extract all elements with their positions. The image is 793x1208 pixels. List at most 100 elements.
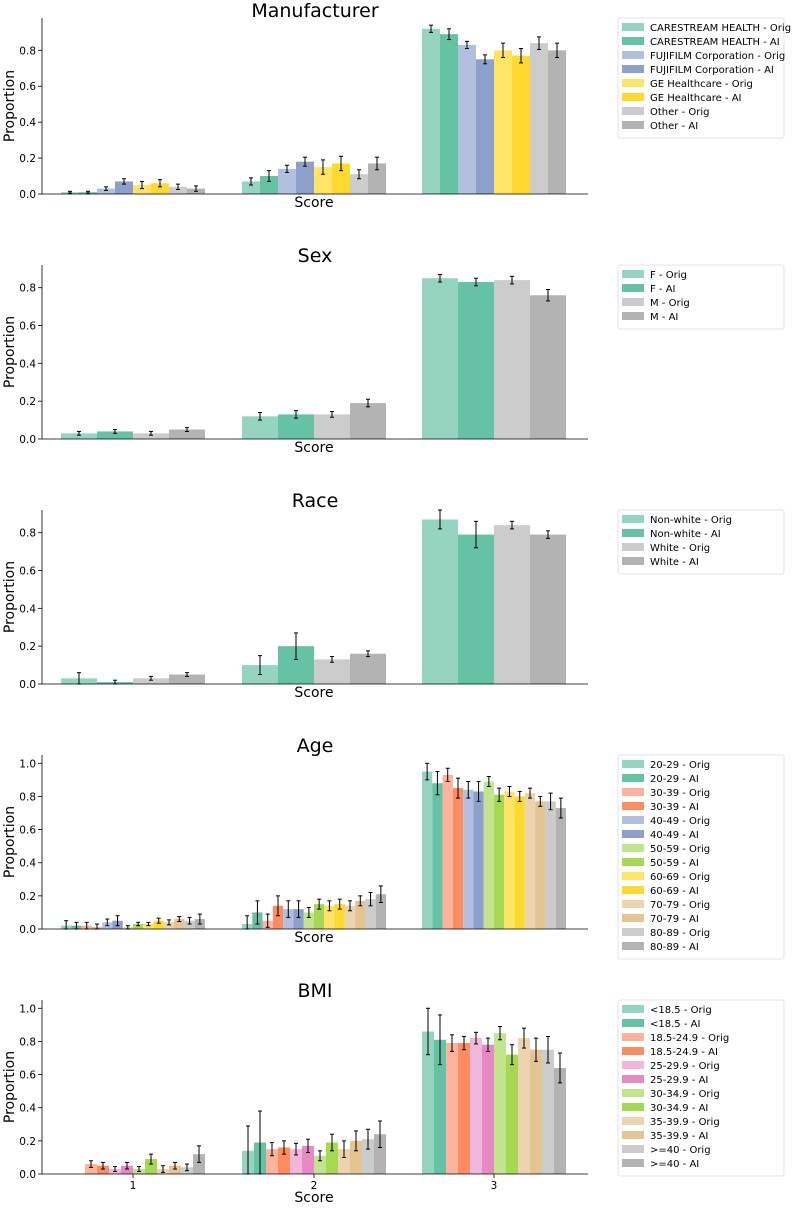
bar <box>85 1164 97 1174</box>
bar <box>494 525 530 684</box>
bar <box>518 1038 530 1174</box>
legend-swatch <box>622 872 644 880</box>
bar <box>133 924 144 929</box>
legend-swatch <box>622 1047 644 1055</box>
chart-title: Sex <box>298 245 333 267</box>
y-tick-label: 1.0 <box>19 1003 36 1015</box>
bar <box>97 431 133 439</box>
y-tick-label: 0.6 <box>19 825 36 837</box>
legend-swatch <box>622 788 644 796</box>
bar <box>482 1044 494 1174</box>
legend-entry: 25-29.9 - Orig <box>650 1061 720 1072</box>
legend-swatch <box>622 284 644 292</box>
legend-frame <box>617 509 785 575</box>
bar <box>193 1154 205 1174</box>
legend-entry: 70-79 - AI <box>650 914 699 925</box>
bar <box>375 894 386 929</box>
bar <box>452 788 464 929</box>
bar <box>326 1142 338 1174</box>
x-axis-label: Score <box>294 930 333 946</box>
bar <box>442 774 453 929</box>
legend-swatch <box>622 830 644 838</box>
legend-swatch <box>622 928 644 936</box>
legend-swatch <box>622 51 644 59</box>
legend-frame <box>617 17 785 139</box>
legend-entry: 80-89 - Orig <box>650 928 710 939</box>
bar <box>314 659 350 684</box>
bar <box>332 163 350 194</box>
legend-swatch <box>622 93 644 101</box>
legend: 20-29 - Orig 20-29 - AI 30-39 - Orig 30-39 … <box>617 754 785 960</box>
y-tick-label: 0.6 <box>19 1070 36 1082</box>
bar <box>314 414 350 439</box>
bar <box>302 1145 314 1174</box>
legend-frame <box>617 999 785 1177</box>
y-tick-label: 0.2 <box>19 1136 36 1148</box>
y-tick-label: 0.8 <box>19 45 36 57</box>
legend-entry: M - Orig <box>650 298 690 309</box>
legend-entry: F - Orig <box>650 270 687 281</box>
y-axis-label: Proportion <box>2 806 18 878</box>
bar <box>473 791 484 929</box>
bar <box>365 899 376 929</box>
bar <box>440 34 458 194</box>
legend-entry: 60-69 - AI <box>650 886 699 897</box>
legend: <18.5 - Orig <18.5 - AI 18.5-24.9 - Orig 18… <box>617 999 785 1177</box>
bar <box>266 1149 278 1174</box>
bar <box>184 920 195 929</box>
bar <box>133 433 169 439</box>
legend-entry: 80-89 - AI <box>650 942 699 953</box>
legend-swatch <box>622 65 644 73</box>
chart-age: Age Proportion 0.0 0.2 0.4 0.6 0.8 1.0 Score 20-2… <box>2 735 785 960</box>
bar <box>555 808 566 929</box>
legend-swatch <box>622 914 644 922</box>
bar <box>61 433 97 439</box>
bar <box>446 1043 458 1174</box>
bar <box>121 1165 133 1174</box>
legend-swatch <box>622 1061 644 1069</box>
bar <box>296 161 314 194</box>
legend-swatch <box>622 900 644 908</box>
legend-swatch <box>622 107 644 115</box>
legend-entry: <18.5 - Orig <box>650 1005 712 1016</box>
bar <box>494 280 530 439</box>
bar <box>458 44 476 194</box>
bar <box>470 1038 482 1174</box>
legend-entry: GE Healthcare - Orig <box>650 79 753 90</box>
bar <box>169 429 205 439</box>
y-tick-label: 0.8 <box>19 283 36 295</box>
y-tick-label: 0.4 <box>19 858 36 870</box>
bar <box>512 55 530 194</box>
legend-entry: 50-59 - Orig <box>650 844 710 855</box>
legend-entry: Other - Orig <box>650 107 709 118</box>
y-tick-label: 0.0 <box>19 1169 36 1181</box>
legend-swatch <box>622 1117 644 1125</box>
bar <box>151 183 169 194</box>
legend-swatch <box>622 1145 644 1153</box>
bar <box>303 912 314 929</box>
legend-entry: 70-79 - Orig <box>650 900 710 911</box>
bar <box>242 416 278 439</box>
legend-entry: GE Healthcare - AI <box>650 93 742 104</box>
bar <box>97 188 115 194</box>
bar <box>494 50 512 194</box>
legend-entry: 35-39.9 - AI <box>650 1131 708 1142</box>
legend-swatch <box>622 529 644 537</box>
legend-entry: Other - AI <box>650 121 698 132</box>
bar <box>434 1039 446 1174</box>
bar <box>374 1134 386 1174</box>
y-tick-label: 0.0 <box>19 189 36 201</box>
bar <box>504 791 515 929</box>
legend: Non-white - Orig Non-white - AI White - Or… <box>617 509 785 575</box>
bar <box>350 403 386 439</box>
legend-entry: CARESTREAM HEALTH - Orig <box>650 23 791 34</box>
bar <box>422 278 458 439</box>
bar <box>542 1049 554 1174</box>
y-tick-label: 1.0 <box>19 758 36 770</box>
bar <box>242 181 260 194</box>
y-axis-label: Proportion <box>2 561 18 633</box>
legend-entry: 35-39.9 - Orig <box>650 1117 720 1128</box>
legend-entry: M - AI <box>650 312 678 323</box>
bar <box>548 50 566 194</box>
